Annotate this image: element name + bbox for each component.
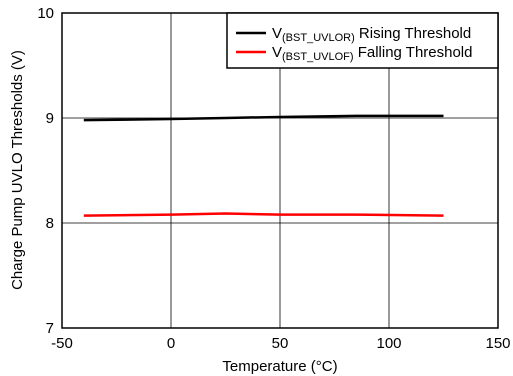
legend-label-rising: V(BST_UVLOR) Rising Threshold bbox=[272, 25, 471, 44]
x-tick-label: -50 bbox=[51, 335, 73, 352]
y-tick-label: 8 bbox=[46, 215, 54, 232]
y-tick-label: 7 bbox=[46, 320, 54, 337]
series-line-falling bbox=[83, 212, 444, 217]
y-tick-label: 10 bbox=[37, 5, 54, 22]
legend-label-falling: V(BST_UVLOF) Falling Threshold bbox=[272, 44, 472, 63]
legend-label-falling-main: V bbox=[272, 44, 282, 61]
x-tick-label: 50 bbox=[272, 335, 289, 352]
series-layer bbox=[83, 114, 444, 217]
x-tick-label: 150 bbox=[485, 335, 510, 352]
legend-label-falling-rest: Falling Threshold bbox=[354, 44, 473, 61]
x-axis-title: Temperature (°C) bbox=[222, 358, 337, 375]
legend-label-rising-main: V bbox=[272, 25, 282, 42]
x-tick-label: 100 bbox=[376, 335, 401, 352]
y-tick-label: 9 bbox=[46, 110, 54, 127]
legend-label-falling-sub: (BST_UVLOF) bbox=[282, 51, 354, 63]
tick-labels: -50 0 50 100 150 7 8 9 10 bbox=[37, 5, 510, 352]
legend-box bbox=[226, 12, 499, 69]
x-tick-label: 0 bbox=[167, 335, 175, 352]
legend-label-rising-rest: Rising Threshold bbox=[355, 25, 471, 42]
series-line-rising bbox=[83, 114, 444, 122]
legend: V(BST_UVLOR) Rising Threshold V(BST_UVLO… bbox=[226, 12, 499, 69]
y-axis-title: Charge Pump UVLO Thresholds (V) bbox=[9, 50, 26, 290]
legend-label-rising-sub: (BST_UVLOR) bbox=[282, 32, 355, 44]
